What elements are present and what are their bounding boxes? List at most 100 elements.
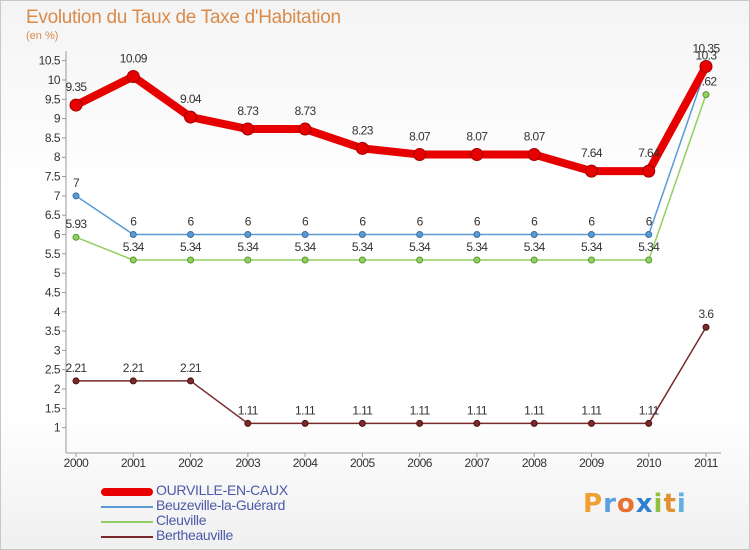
y-tick-label: 9.5 [45, 92, 61, 106]
x-tick-label: 2009 [579, 456, 605, 470]
data-point-beuzeville-la-gu-rard [72, 192, 80, 200]
data-point-beuzeville-la-gu-rard [530, 231, 538, 239]
legend-label-cleuville: Cleuville [156, 512, 207, 528]
data-point-ourville-en-caux [241, 122, 255, 136]
data-label-bertheauville: 2.21 [123, 361, 145, 375]
data-point-cleuville [702, 91, 710, 99]
data-label-ourville-en-caux: 9.04 [180, 92, 202, 106]
data-point-bertheauville [72, 377, 80, 385]
logo-letter: x [635, 489, 654, 519]
x-tick-label: 2003 [235, 456, 261, 470]
x-tick-label: 2001 [121, 456, 147, 470]
data-point-ourville-en-caux [298, 122, 312, 136]
y-tick-label: 6.5 [45, 208, 61, 222]
data-point-beuzeville-la-gu-rard [129, 231, 137, 239]
data-label-beuzeville-la-gu-rard: 6 [474, 215, 481, 229]
y-tick-label: 7.5 [45, 170, 61, 184]
data-point-cleuville [129, 256, 137, 264]
data-label-bertheauville: 1.11 [639, 403, 660, 417]
data-point-beuzeville-la-gu-rard [187, 231, 195, 239]
y-tick-label: 5 [54, 266, 61, 280]
data-point-cleuville [72, 233, 80, 241]
series-line-beuzeville-la-gu-rard [75, 67, 707, 236]
data-point-cleuville [301, 256, 309, 264]
data-label-bertheauville: 1.11 [410, 403, 431, 417]
data-label-ourville-en-caux: 10.09 [120, 51, 148, 65]
data-point-bertheauville [473, 419, 481, 427]
data-label-ourville-en-caux: 8.07 [524, 130, 546, 144]
data-point-bertheauville [530, 419, 538, 427]
data-point-beuzeville-la-gu-rard [645, 231, 653, 239]
data-label-cleuville: 5.34 [581, 240, 603, 254]
data-label-beuzeville-la-gu-rard: 6 [646, 215, 653, 229]
y-tick-label: 3.5 [45, 324, 61, 338]
series-line-bertheauville [75, 326, 707, 425]
data-label-beuzeville-la-gu-rard: 6 [531, 215, 538, 229]
data-label-cleuville: 5.34 [123, 240, 145, 254]
data-point-ourville-en-caux [69, 98, 83, 112]
data-label-bertheauville: 1.11 [295, 403, 316, 417]
logo-letter: r [603, 489, 617, 519]
data-label-cleuville: 5.34 [352, 240, 374, 254]
data-label-bertheauville: 3.6 [699, 307, 715, 321]
y-tick-label: 10 [48, 73, 61, 87]
legend-swatch-bertheauville [101, 536, 153, 538]
data-label-ourville-en-caux: 8.07 [466, 130, 488, 144]
y-tick-label: 9 [54, 112, 61, 126]
series-line-ourville-en-caux [72, 62, 710, 176]
data-point-cleuville [187, 256, 195, 264]
data-point-cleuville [530, 256, 538, 264]
x-tick-label: 2000 [64, 456, 90, 470]
data-point-cleuville [473, 256, 481, 264]
x-tick-label: 2008 [522, 456, 548, 470]
y-tick-label: 3 [54, 343, 61, 357]
data-point-bertheauville [358, 419, 366, 427]
data-label-beuzeville-la-gu-rard: 10.3 [696, 48, 718, 62]
legend-label-bertheauville: Bertheauville [156, 527, 234, 543]
legend-swatch-ourville [101, 488, 153, 496]
data-point-ourville-en-caux [355, 141, 369, 155]
data-point-ourville-en-caux [470, 148, 484, 162]
y-tick-label: 7 [54, 189, 61, 203]
x-tick-label: 2006 [407, 456, 433, 470]
data-point-bertheauville [702, 323, 710, 331]
data-label-cleuville: 5.34 [237, 240, 259, 254]
data-label-bertheauville: 1.11 [238, 403, 259, 417]
data-point-bertheauville [416, 419, 424, 427]
data-point-bertheauville [587, 419, 595, 427]
data-label-beuzeville-la-gu-rard: 7 [73, 176, 80, 190]
logo-letter: t [663, 489, 677, 519]
data-point-beuzeville-la-gu-rard [301, 231, 309, 239]
data-label-cleuville: 5.34 [295, 240, 317, 254]
legend-label-ourville: OURVILLE-EN-CAUX [156, 482, 288, 498]
data-point-bertheauville [645, 419, 653, 427]
data-label-ourville-en-caux: 7.64 [581, 146, 603, 160]
data-label-beuzeville-la-gu-rard: 6 [359, 215, 366, 229]
data-label-beuzeville-la-gu-rard: 6 [188, 215, 195, 229]
y-tick-label: 5.5 [45, 247, 61, 261]
logo-letter: i [676, 489, 687, 519]
chart-title: Evolution du Taux de Taxe d'Habitation [26, 7, 341, 28]
x-tick-label: 2005 [350, 456, 376, 470]
data-point-ourville-en-caux [642, 164, 656, 178]
data-label-cleuville: 5.34 [638, 240, 660, 254]
data-label-beuzeville-la-gu-rard: 6 [588, 215, 595, 229]
data-label-bertheauville: 1.11 [524, 403, 545, 417]
data-label-ourville-en-caux: 8.07 [409, 130, 431, 144]
data-label-beuzeville-la-gu-rard: 6 [130, 215, 137, 229]
x-tick-label: 2002 [178, 456, 204, 470]
y-tick-label: 10.5 [39, 54, 61, 68]
data-label-bertheauville: 1.11 [581, 403, 602, 417]
y-tick-label: 4 [54, 305, 61, 319]
data-label-bertheauville: 1.11 [352, 403, 373, 417]
y-tick-label: 8.5 [45, 131, 61, 145]
data-point-beuzeville-la-gu-rard [244, 231, 252, 239]
data-point-bertheauville [301, 419, 309, 427]
logo-letter: i [653, 489, 664, 519]
data-point-beuzeville-la-gu-rard [358, 231, 366, 239]
chart-subtitle: (en %) [26, 30, 59, 42]
data-label-cleuville: 5.34 [524, 240, 546, 254]
data-point-cleuville [416, 256, 424, 264]
data-point-cleuville [244, 256, 252, 264]
